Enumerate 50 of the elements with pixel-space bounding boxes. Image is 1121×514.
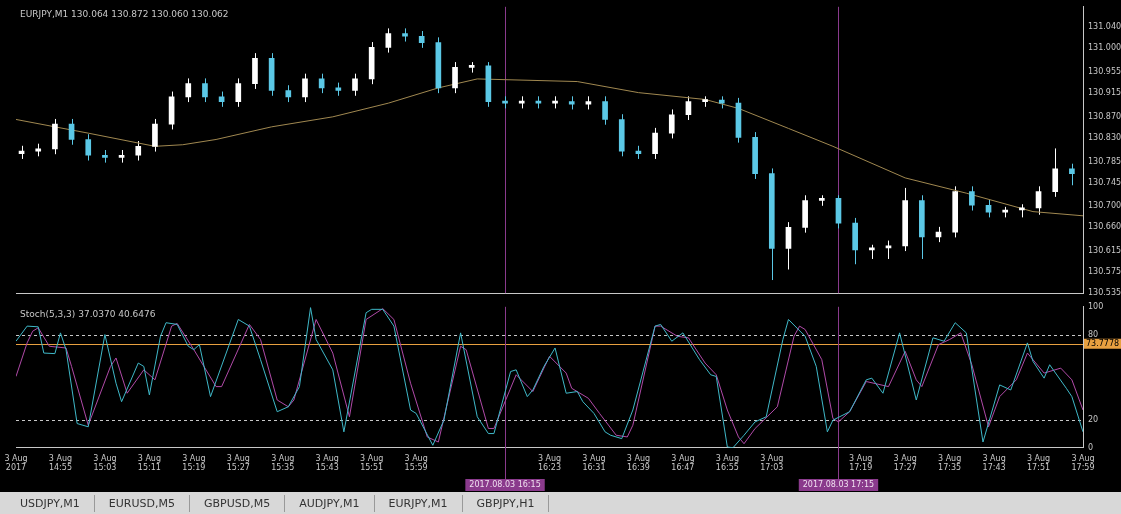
x-tick-label: 3 Aug 16:23 <box>537 453 562 473</box>
ref-line-label: 2017.08.03 17:15 <box>802 480 875 490</box>
y-tick-label: 130.785 <box>1088 156 1121 166</box>
x-tick-label: 3 Aug 16:55 <box>715 453 739 473</box>
x-tick-label: 3 Aug 17:51 <box>1026 453 1051 473</box>
x-tick-label: 3 Aug 17:03 <box>760 453 784 473</box>
y-tick-label: 131.000 <box>1088 43 1121 53</box>
text: GBPJPY,H1 <box>462 494 550 512</box>
x-tick-label: 3 Aug 15:03 <box>93 453 117 473</box>
chart-title: Stoch(5,3,3) 37.0370 40.6476 <box>20 308 156 319</box>
y-tick-label: 130.870 <box>1088 111 1121 121</box>
ref-line-label: 2017.08.03 16:15 <box>469 480 541 490</box>
x-tick-label: 3 Aug 17:43 <box>982 453 1006 473</box>
x-tick-label: 3 Aug 2017 <box>4 453 28 473</box>
y-tick-label: 20 <box>1088 414 1099 424</box>
text: AUDJPY,M1 <box>285 494 375 512</box>
y-tick-label: 130.745 <box>1088 177 1121 187</box>
y-tick-label: 131.040 <box>1088 22 1121 32</box>
text: EURUSD,M5 <box>94 494 190 512</box>
y-tick-label: 130.535 <box>1088 288 1121 298</box>
x-tick-label: 3 Aug 15:19 <box>182 453 206 473</box>
y-tick-label: 130.700 <box>1088 201 1121 211</box>
x-tick-label: 3 Aug 15:59 <box>404 453 428 473</box>
x-tick-label: 3 Aug 17:19 <box>849 453 873 473</box>
x-tick-label: 3 Aug 16:31 <box>582 453 606 473</box>
x-tick-label: 3 Aug 15:11 <box>137 453 162 473</box>
x-tick-label: 3 Aug 15:27 <box>226 453 250 473</box>
y-tick-label: 130.915 <box>1088 88 1121 98</box>
x-tick-label: 3 Aug 16:47 <box>671 453 695 473</box>
y-tick-label: 130.615 <box>1088 246 1121 256</box>
x-tick-label: 3 Aug 15:43 <box>315 453 339 473</box>
y-tick-label: 130.575 <box>1088 267 1121 277</box>
y-tick-label: 0 <box>1088 442 1094 452</box>
x-tick-label: 3 Aug 17:27 <box>893 453 917 473</box>
y-tick-label: 80 <box>1088 330 1099 340</box>
text: EURJPY,M1 <box>374 494 463 512</box>
text: USDJPY,M1 <box>6 494 95 512</box>
x-tick-label: 3 Aug 15:51 <box>360 453 384 473</box>
ref-line-label: 73.7778 <box>1086 338 1120 348</box>
chart-title: EURJPY,M1 130.064 130.872 130.060 130.062 <box>20 8 229 19</box>
x-tick-label: 3 Aug 17:35 <box>937 453 962 473</box>
x-tick-label: 3 Aug 15:35 <box>271 453 295 473</box>
y-tick-label: 130.955 <box>1088 67 1121 77</box>
x-tick-label: 3 Aug 14:55 <box>48 453 73 473</box>
x-tick-label: 3 Aug 17:59 <box>1071 453 1095 473</box>
y-tick-label: 130.830 <box>1088 132 1121 142</box>
y-tick-label: 100 <box>1088 301 1104 311</box>
x-tick-label: 3 Aug 16:39 <box>626 453 651 473</box>
y-tick-label: 130.660 <box>1088 222 1121 232</box>
text: GBPUSD,M5 <box>190 494 286 512</box>
